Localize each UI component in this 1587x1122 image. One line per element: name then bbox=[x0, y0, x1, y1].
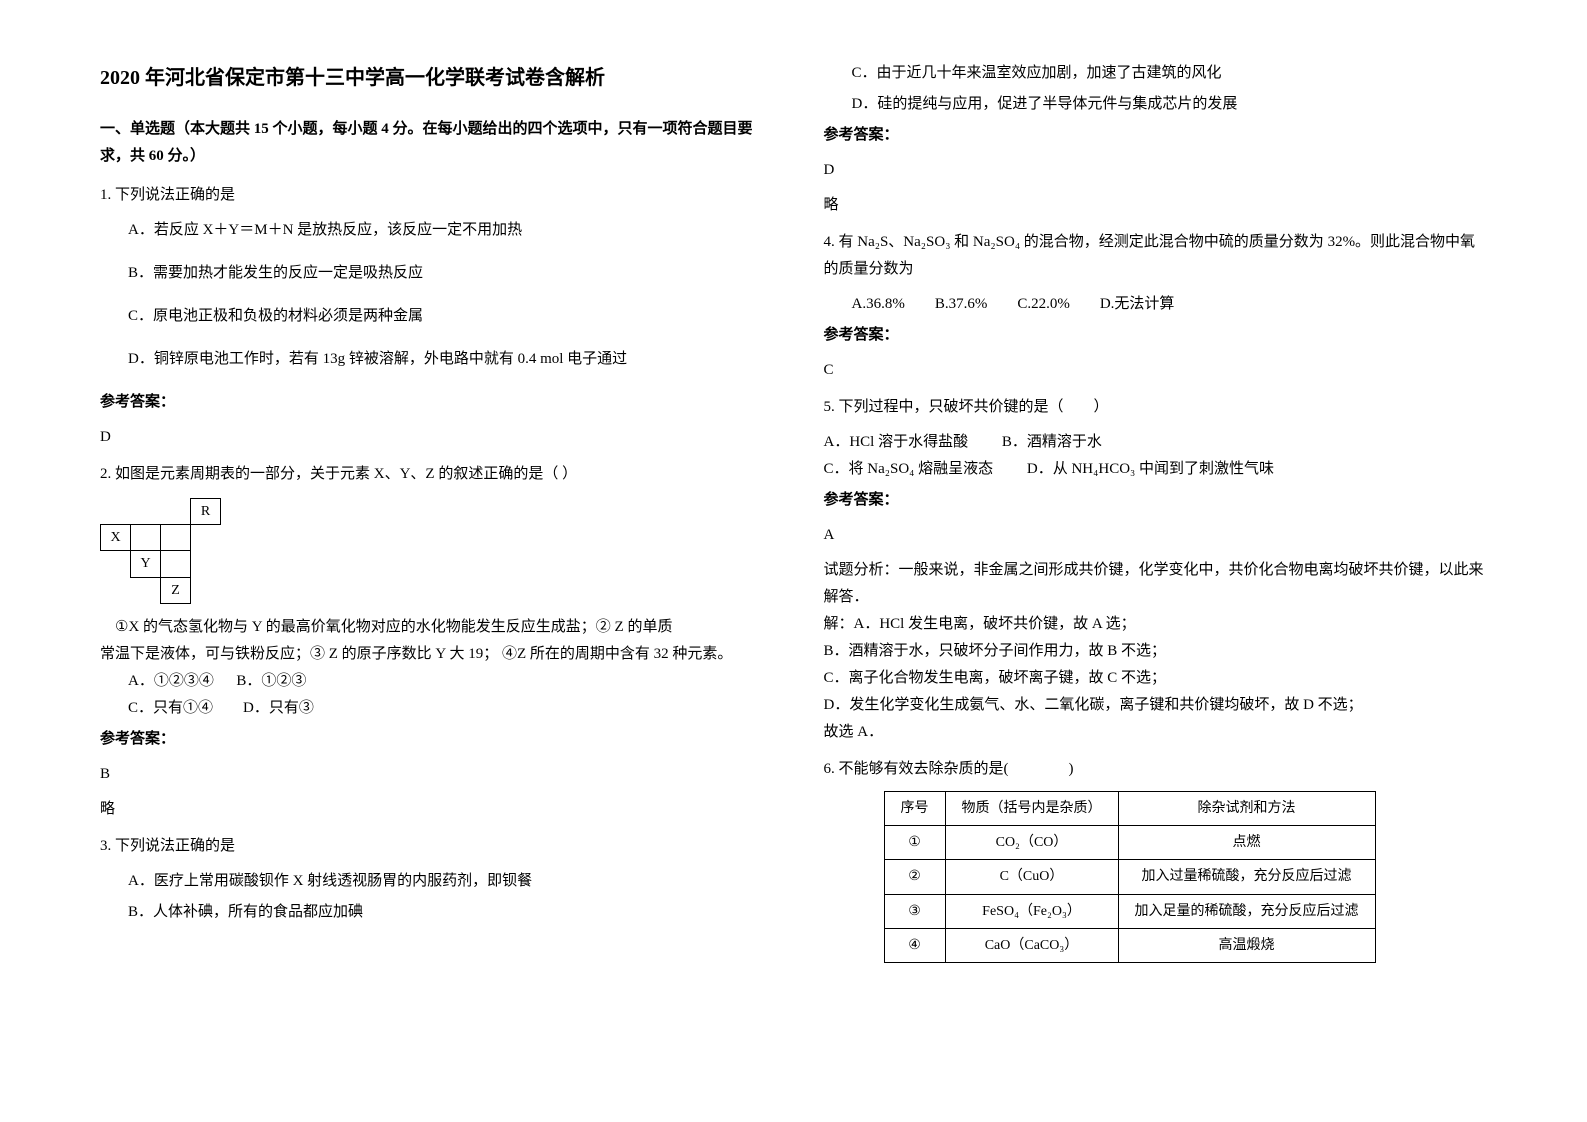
cell-z: Z bbox=[161, 577, 191, 603]
q2-note: 略 bbox=[100, 796, 764, 823]
q4-stem: 4. 有 Na₂S、Na₂SO₃ 和 Na₂SO₄ 的混合物，经测定此混合物中硫… bbox=[824, 229, 1488, 283]
table-cell: ② bbox=[884, 860, 945, 894]
q2-stem: 2. 如图是元素周期表的一部分，关于元素 X、Y、Z 的叙述正确的是（ ） bbox=[100, 461, 764, 488]
cell-y: Y bbox=[131, 551, 161, 577]
q5-option-d: D．从 NH₄HCO₃ 中闻到了刺激性气味 bbox=[1027, 461, 1274, 477]
table-row: ④ CaO（CaCO₃） 高温煅烧 bbox=[884, 928, 1375, 962]
table-cell: C（CuO） bbox=[945, 860, 1118, 894]
question-4: 4. 有 Na₂S、Na₂SO₃ 和 Na₂SO₄ 的混合物，经测定此混合物中硫… bbox=[824, 229, 1488, 384]
q1-option-d: D．铜锌原电池工作时，若有 13g 锌被溶解，外电路中就有 0.4 mol 电子… bbox=[100, 346, 764, 373]
q4-answer-label: 参考答案： bbox=[824, 322, 1488, 349]
q2-option-d: D．只有③ bbox=[243, 700, 314, 716]
q5-analysis-1: 试题分析：一般来说，非金属之间形成共价键，化学变化中，共价化合物电离均破坏共价键… bbox=[824, 557, 1488, 611]
q4-answer: C bbox=[824, 357, 1488, 384]
q2-option-b: B．①②③ bbox=[236, 673, 306, 689]
question-3: 3. 下列说法正确的是 A．医疗上常用碳酸钡作 X 射线透视肠胃的内服药剂，即钡… bbox=[100, 833, 764, 926]
q1-option-b: B．需要加热才能发生的反应一定是吸热反应 bbox=[100, 260, 764, 287]
q6-table: 序号 物质（括号内是杂质） 除杂试剂和方法 ① CO₂（CO） 点燃 ② C（C… bbox=[884, 791, 1376, 963]
page-container: 2020 年河北省保定市第十三中学高一化学联考试卷含解析 一、单选题（本大题共 … bbox=[100, 60, 1487, 973]
periodic-table-diagram: R X Y Z bbox=[100, 498, 221, 604]
table-row: ② C（CuO） 加入过量稀硫酸，充分反应后过滤 bbox=[884, 860, 1375, 894]
q6-stem: 6. 不能够有效去除杂质的是( ) bbox=[824, 756, 1488, 783]
q2-options-row1: A．①②③④ B．①②③ bbox=[100, 668, 764, 695]
q5-options-row2: C．将 Na₂SO₄ 熔融呈液态 D．从 NH₄HCO₃ 中闻到了刺激性气味 bbox=[824, 456, 1488, 483]
table-cell: ④ bbox=[884, 928, 945, 962]
q5-options-row1: A．HCl 溶于水得盐酸 B．酒精溶于水 bbox=[824, 429, 1488, 456]
q5-option-a: A．HCl 溶于水得盐酸 bbox=[824, 434, 969, 450]
q2-option-a: A．①②③④ bbox=[128, 673, 214, 689]
table-cell: 加入过量稀硫酸，充分反应后过滤 bbox=[1118, 860, 1375, 894]
q5-analysis-2: 解：A．HCl 发生电离，破坏共价键，故 A 选； bbox=[824, 611, 1488, 638]
q5-analysis-3: B．酒精溶于水，只破坏分子间作用力，故 B 不选； bbox=[824, 638, 1488, 665]
table-row: ③ FeSO₄（Fe₂O₃） 加入足量的稀硫酸，充分反应后过滤 bbox=[884, 894, 1375, 928]
q2-options-row2: C．只有①④ D．只有③ bbox=[100, 695, 764, 722]
table-cell: FeSO₄（Fe₂O₃） bbox=[945, 894, 1118, 928]
table-cell: ① bbox=[884, 826, 945, 860]
q1-option-a: A．若反应 X＋Y＝M＋N 是放热反应，该反应一定不用加热 bbox=[100, 217, 764, 244]
table-cell: 点燃 bbox=[1118, 826, 1375, 860]
q5-analysis-4: C．离子化合物发生电离，破坏离子键，故 C 不选； bbox=[824, 665, 1488, 692]
q4-options: A.36.8% B.37.6% C.22.0% D.无法计算 bbox=[824, 291, 1488, 318]
q2-option-c: C．只有①④ bbox=[128, 700, 213, 716]
q2-body2: 常温下是液体，可与铁粉反应；③ Z 的原子序数比 Y 大 19； ④Z 所在的周… bbox=[100, 641, 764, 668]
cell-x: X bbox=[101, 525, 131, 551]
question-2: 2. 如图是元素周期表的一部分，关于元素 X、Y、Z 的叙述正确的是（ ） R … bbox=[100, 461, 764, 823]
question-1: 1. 下列说法正确的是 A．若反应 X＋Y＝M＋N 是放热反应，该反应一定不用加… bbox=[100, 182, 764, 451]
q5-option-c: C．将 Na₂SO₄ 熔融呈液态 bbox=[824, 461, 994, 477]
question-6: 6. 不能够有效去除杂质的是( ) 序号 物质（括号内是杂质） 除杂试剂和方法 … bbox=[824, 756, 1488, 963]
q5-option-b: B．酒精溶于水 bbox=[1002, 434, 1102, 450]
q1-option-c: C．原电池正极和负极的材料必须是两种金属 bbox=[100, 303, 764, 330]
left-column: 2020 年河北省保定市第十三中学高一化学联考试卷含解析 一、单选题（本大题共 … bbox=[100, 60, 764, 973]
q5-analysis-5: D．发生化学变化生成氨气、水、二氧化碳，离子键和共价键均破坏，故 D 不选； bbox=[824, 692, 1488, 719]
q3-option-d: D．硅的提纯与应用，促进了半导体元件与集成芯片的发展 bbox=[824, 91, 1488, 118]
q3-option-a: A．医疗上常用碳酸钡作 X 射线透视肠胃的内服药剂，即钡餐 bbox=[100, 868, 764, 895]
table-row: ① CO₂（CO） 点燃 bbox=[884, 826, 1375, 860]
cell-r: R bbox=[191, 499, 221, 525]
q3-option-c: C．由于近几十年来温室效应加剧，加速了古建筑的风化 bbox=[824, 60, 1488, 87]
question-5: 5. 下列过程中，只破坏共价键的是（ ） A．HCl 溶于水得盐酸 B．酒精溶于… bbox=[824, 394, 1488, 746]
table-cell: ③ bbox=[884, 894, 945, 928]
q5-analysis-6: 故选 A． bbox=[824, 719, 1488, 746]
q3-note: 略 bbox=[824, 192, 1488, 219]
question-3-continued: C．由于近几十年来温室效应加剧，加速了古建筑的风化 D．硅的提纯与应用，促进了半… bbox=[824, 60, 1488, 219]
q1-answer-label: 参考答案： bbox=[100, 389, 764, 416]
table-header-row: 序号 物质（括号内是杂质） 除杂试剂和方法 bbox=[884, 792, 1375, 826]
right-column: C．由于近几十年来温室效应加剧，加速了古建筑的风化 D．硅的提纯与应用，促进了半… bbox=[824, 60, 1488, 973]
document-title: 2020 年河北省保定市第十三中学高一化学联考试卷含解析 bbox=[100, 60, 764, 96]
section-heading: 一、单选题（本大题共 15 个小题，每小题 4 分。在每小题给出的四个选项中，只… bbox=[100, 116, 764, 170]
q3-option-b: B．人体补碘，所有的食品都应加碘 bbox=[100, 899, 764, 926]
q2-answer-label: 参考答案： bbox=[100, 726, 764, 753]
q3-answer-label: 参考答案： bbox=[824, 122, 1488, 149]
table-header: 除杂试剂和方法 bbox=[1118, 792, 1375, 826]
table-cell: 高温煅烧 bbox=[1118, 928, 1375, 962]
q5-stem: 5. 下列过程中，只破坏共价键的是（ ） bbox=[824, 394, 1488, 421]
table-header: 序号 bbox=[884, 792, 945, 826]
table-cell: CaO（CaCO₃） bbox=[945, 928, 1118, 962]
q2-answer: B bbox=[100, 761, 764, 788]
q3-answer: D bbox=[824, 157, 1488, 184]
q2-body1: ①X 的气态氢化物与 Y 的最高价氧化物对应的水化物能发生反应生成盐；② Z 的… bbox=[100, 614, 764, 641]
q5-answer-label: 参考答案： bbox=[824, 487, 1488, 514]
table-cell: 加入足量的稀硫酸，充分反应后过滤 bbox=[1118, 894, 1375, 928]
q1-answer: D bbox=[100, 424, 764, 451]
q1-stem: 1. 下列说法正确的是 bbox=[100, 182, 764, 209]
q3-stem: 3. 下列说法正确的是 bbox=[100, 833, 764, 860]
table-cell: CO₂（CO） bbox=[945, 826, 1118, 860]
table-header: 物质（括号内是杂质） bbox=[945, 792, 1118, 826]
q5-answer: A bbox=[824, 522, 1488, 549]
